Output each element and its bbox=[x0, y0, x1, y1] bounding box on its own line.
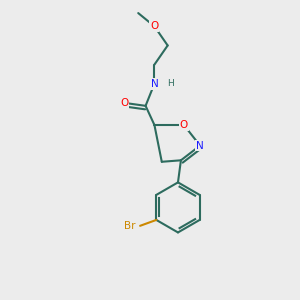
Text: Br: Br bbox=[124, 221, 136, 231]
Text: N: N bbox=[151, 79, 158, 89]
Text: N: N bbox=[196, 141, 204, 151]
Text: H: H bbox=[167, 79, 173, 88]
Text: O: O bbox=[150, 21, 158, 31]
Text: O: O bbox=[120, 98, 128, 108]
Text: O: O bbox=[180, 120, 188, 130]
